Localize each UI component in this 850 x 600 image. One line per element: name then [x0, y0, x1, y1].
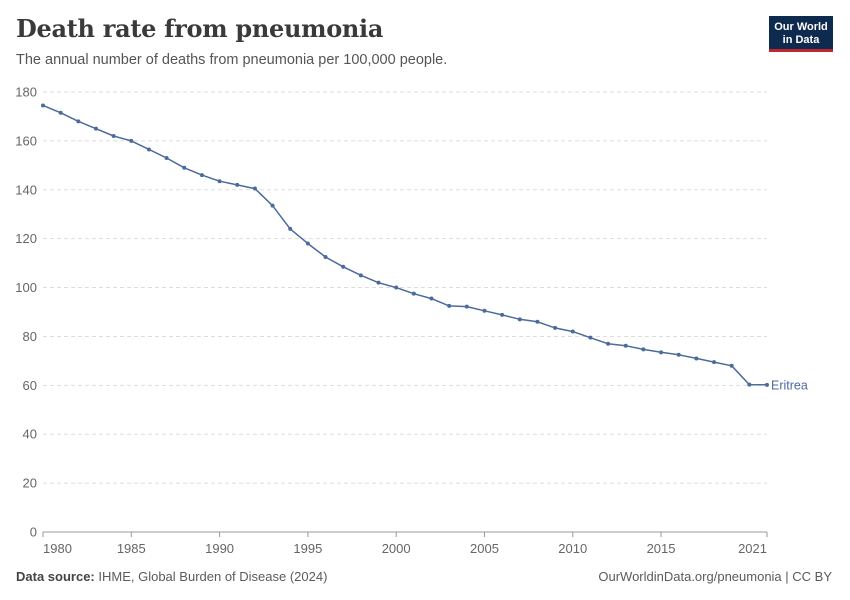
data-point-2002[interactable] [429, 296, 434, 301]
x-tick-label-2005: 2005 [470, 541, 499, 556]
data-point-2020[interactable] [747, 382, 752, 387]
y-tick-label-0: 0 [30, 525, 37, 540]
data-point-2007[interactable] [517, 317, 522, 322]
y-tick-label-80: 80 [23, 329, 37, 344]
y-tick-label-100: 100 [15, 280, 37, 295]
data-point-2001[interactable] [411, 291, 416, 296]
chart-subtitle: The annual number of deaths from pneumon… [16, 52, 448, 68]
logo-line-2: in Data [782, 34, 820, 46]
x-tick-label-1985: 1985 [117, 541, 146, 556]
data-point-1997[interactable] [341, 264, 346, 269]
data-point-1998[interactable] [358, 273, 363, 278]
data-point-2006[interactable] [500, 312, 505, 317]
data-point-2008[interactable] [535, 319, 540, 324]
x-tick-label-2000: 2000 [382, 541, 411, 556]
data-point-2017[interactable] [694, 356, 699, 361]
data-point-1983[interactable] [93, 126, 98, 131]
data-point-1982[interactable] [76, 119, 81, 124]
data-point-2005[interactable] [482, 308, 487, 313]
data-point-2016[interactable] [676, 352, 681, 357]
data-point-2003[interactable] [447, 303, 452, 308]
data-point-1993[interactable] [270, 203, 275, 208]
x-tick-label-1990: 1990 [205, 541, 234, 556]
data-point-1996[interactable] [323, 255, 328, 259]
data-point-1981[interactable] [58, 110, 63, 115]
attribution-link[interactable]: OurWorldinData.org/pneumonia | CC BY [598, 569, 832, 584]
data-source-text: IHME, Global Burden of Disease (2024) [98, 569, 328, 584]
x-tick-label-2015: 2015 [647, 541, 676, 556]
data-point-1987[interactable] [164, 156, 169, 160]
data-point-2021[interactable] [765, 382, 769, 387]
data-point-1984[interactable] [111, 134, 116, 138]
axes: 0 20 40 60 80 100 120 140 160 180 1980 1985 1990 1995… [15, 85, 768, 556]
grid-lines [43, 91, 767, 484]
x-tick-label-1995: 1995 [293, 541, 322, 556]
data-point-1980[interactable] [41, 103, 45, 108]
y-tick-label-20: 20 [23, 476, 37, 491]
y-tick-label-140: 140 [15, 182, 37, 197]
y-tick-label-120: 120 [15, 231, 37, 246]
data-point-2013[interactable] [623, 343, 628, 348]
y-tick-label-180: 180 [15, 85, 37, 100]
data-point-2014[interactable] [641, 347, 646, 352]
data-point-1999[interactable] [376, 280, 381, 285]
x-tick-label-1980: 1980 [43, 541, 72, 556]
data-point-2012[interactable] [606, 341, 611, 346]
owid-logo[interactable]: Our World in Data [769, 16, 833, 52]
data-point-1994[interactable] [288, 226, 293, 231]
data-point-1992[interactable] [252, 186, 257, 191]
series-layer: Eritrea [41, 103, 808, 392]
data-point-1988[interactable] [182, 165, 187, 170]
chart-title: Death rate from pneumonia [16, 14, 384, 43]
series-line-eritrea[interactable] [42, 104, 768, 386]
series-label-eritrea[interactable]: Eritrea [771, 378, 808, 392]
data-point-1995[interactable] [305, 241, 310, 246]
y-tick-label-160: 160 [15, 133, 37, 148]
data-point-2011[interactable] [588, 335, 593, 340]
data-point-2019[interactable] [729, 363, 734, 368]
data-point-2010[interactable] [570, 329, 575, 334]
data-point-2018[interactable] [712, 360, 717, 365]
y-tick-label-40: 40 [23, 427, 37, 442]
y-tick-label-60: 60 [23, 378, 37, 393]
data-point-2009[interactable] [553, 325, 558, 330]
data-point-2004[interactable] [464, 304, 469, 309]
data-point-1991[interactable] [235, 182, 240, 187]
x-tick-label-2021: 2021 [738, 541, 767, 556]
data-source-label: Data source: [16, 569, 95, 584]
data-point-1989[interactable] [199, 173, 204, 178]
x-tick-label-2010: 2010 [558, 541, 587, 556]
data-point-1990[interactable] [217, 179, 222, 184]
data-point-1985[interactable] [129, 138, 134, 143]
data-point-2015[interactable] [659, 350, 664, 355]
logo-line-1: Our World [774, 21, 828, 33]
data-source: Data source: IHME, Global Burden of Dise… [16, 569, 327, 584]
data-point-1986[interactable] [146, 147, 151, 152]
data-point-2000[interactable] [394, 285, 399, 290]
